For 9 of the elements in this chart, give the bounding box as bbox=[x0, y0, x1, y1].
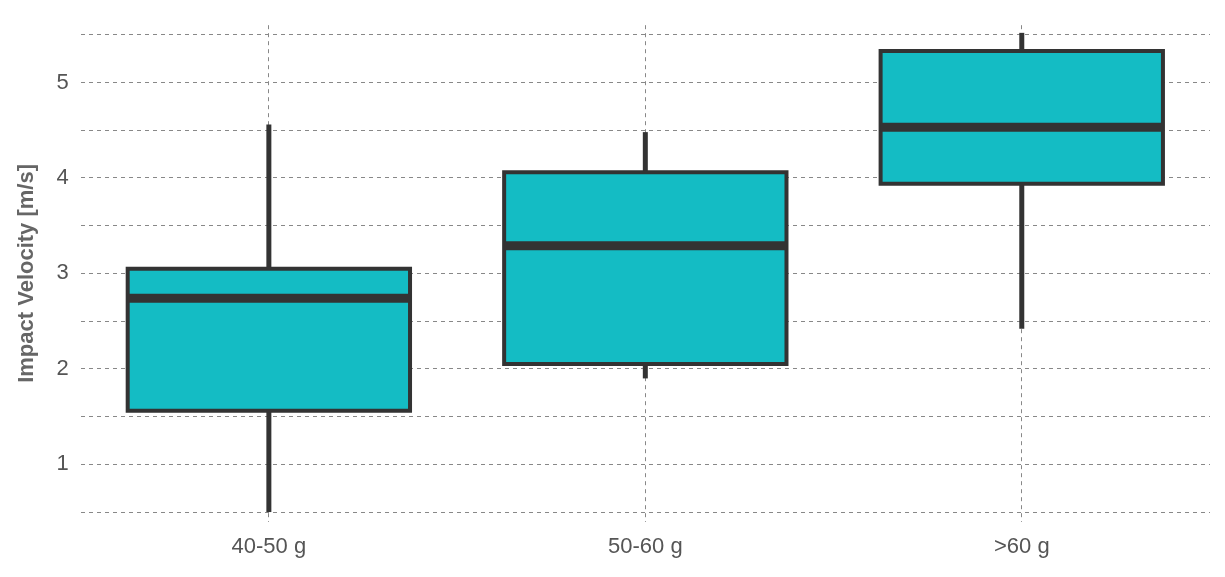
y-axis-title: Impact Velocity [m/s] bbox=[13, 163, 39, 383]
y-tick-label: 3 bbox=[56, 259, 69, 285]
x-tick-label: >60 g bbox=[993, 532, 1050, 558]
y-tick-label: 4 bbox=[56, 164, 69, 189]
y-tick-label: 2 bbox=[56, 354, 69, 380]
x-tick-label: 40-50 g bbox=[231, 532, 307, 558]
y-tick-label: 5 bbox=[56, 68, 69, 94]
y-tick-label: 1 bbox=[56, 450, 69, 476]
x-tick-label: 50-60 g bbox=[608, 532, 683, 558]
